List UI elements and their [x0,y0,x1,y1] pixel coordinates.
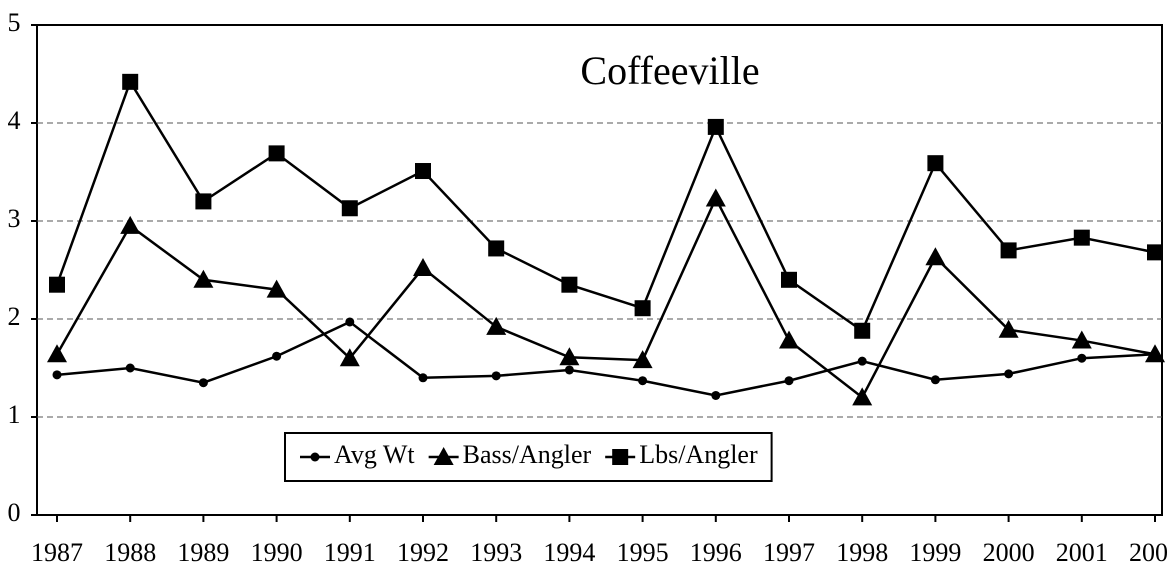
series-line [56,320,1156,397]
marker [198,378,208,388]
marker [927,155,944,172]
marker [339,348,360,367]
marker [854,322,871,339]
marker [779,330,799,349]
x-tick-label: 1997 [763,538,815,567]
marker [486,316,507,335]
legend: Avg Wt Bass/Angler Lbs/Angler [284,432,773,482]
y-tick-label: 1 [8,400,21,429]
x-tick-label: 1992 [397,538,449,567]
marker [125,363,135,373]
marker [1071,330,1092,349]
legend-label: Avg Wt [334,440,415,469]
marker [705,188,726,207]
marker [930,375,940,385]
marker [784,376,794,386]
series-line [55,78,1156,333]
x-tick-label: 1998 [836,538,888,567]
marker [488,240,505,257]
marker [193,269,214,288]
marker [49,276,65,293]
marker [122,73,139,90]
marker [564,365,574,375]
marker [345,317,355,327]
x-tick-label: 1991 [324,538,376,567]
marker [433,447,454,465]
marker [310,452,320,462]
marker [998,319,1019,338]
marker [413,258,433,277]
marker [632,350,653,369]
marker [266,279,287,298]
y-tick-label: 4 [8,106,21,135]
x-tick-label: 1990 [251,538,303,567]
marker [341,200,358,217]
marker [47,344,67,363]
x-tick-label: 1994 [543,538,595,567]
marker [561,276,578,293]
marker [638,376,648,386]
marker [781,271,797,288]
legend-label: Bass/Angler [463,440,592,469]
marker [52,370,62,380]
marker [1077,353,1087,363]
x-tick-label: 2000 [983,538,1035,567]
marker [612,449,629,465]
marker [857,356,867,366]
marker [272,351,282,361]
y-tick-label: 2 [8,302,21,331]
legend-box [284,432,773,482]
marker [711,390,721,400]
plot-area [36,24,1163,516]
x-tick-label: 1989 [177,538,229,567]
marker [634,300,651,317]
marker [195,193,212,210]
x-tick-label: 1988 [104,538,156,567]
marker [852,387,873,406]
x-tick-label: 2001 [1056,538,1108,567]
y-tick-label: 3 [8,204,21,233]
x-tick-label: 1996 [690,538,742,567]
x-tick-label: 1999 [909,538,961,567]
marker [925,247,946,266]
marker [1004,369,1014,379]
marker [1073,229,1090,246]
y-tick-label: 5 [8,8,21,37]
annotation: Coffeeville [580,48,759,93]
marker [707,118,724,135]
marker [120,215,141,234]
x-tick-label: 1993 [470,538,522,567]
x-tick-label: 1995 [617,538,669,567]
marker [1145,344,1165,363]
x-tick-label: 1987 [31,538,83,567]
series-line [55,195,1156,400]
x-tick-label: 2002 [1129,538,1168,567]
marker [1147,244,1163,261]
y-tick-label: 0 [8,498,21,527]
marker [268,145,285,162]
marker [559,347,580,366]
legend-label: Lbs/Angler [639,440,758,469]
marker [418,373,428,383]
marker [491,371,501,381]
marker [1000,242,1017,259]
marker [415,163,431,180]
